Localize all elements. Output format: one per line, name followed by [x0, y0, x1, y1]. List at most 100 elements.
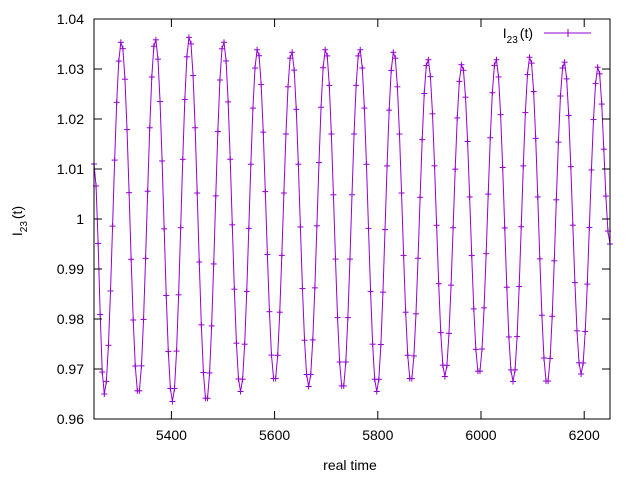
- data-point-marker: [363, 161, 370, 168]
- data-point-marker: [573, 327, 580, 334]
- data-point-marker: [402, 309, 409, 316]
- data-point-marker: [249, 105, 256, 112]
- data-point-marker: [299, 285, 306, 292]
- data-point-marker: [239, 376, 246, 383]
- series-layer: [91, 34, 613, 405]
- data-point-marker: [318, 104, 325, 111]
- data-point-marker: [287, 55, 294, 62]
- data-point-marker: [260, 129, 267, 136]
- data-point-marker: [514, 333, 521, 340]
- data-point-marker: [419, 136, 426, 143]
- data-point-marker: [132, 363, 139, 370]
- data-point-marker: [142, 255, 149, 262]
- data-point-marker: [497, 111, 504, 118]
- data-point-marker: [340, 382, 347, 389]
- data-point-marker: [524, 71, 531, 78]
- data-point-marker: [423, 62, 430, 69]
- data-point-marker: [117, 39, 124, 46]
- data-point-marker: [161, 225, 168, 232]
- data-point-marker: [192, 124, 199, 131]
- data-point-marker: [278, 252, 285, 259]
- data-point-marker: [332, 256, 339, 263]
- legend-label: I23 (t): [503, 25, 533, 46]
- data-point-marker: [392, 55, 399, 62]
- data-point-marker: [289, 49, 296, 56]
- data-point-marker: [330, 191, 337, 198]
- data-point-marker: [359, 65, 366, 72]
- data-point-marker: [487, 134, 494, 141]
- data-point-marker: [390, 49, 397, 56]
- x-tick-label: 5600: [259, 427, 290, 443]
- data-point-marker: [592, 80, 599, 87]
- data-point-marker: [128, 256, 135, 263]
- data-point-marker: [196, 259, 203, 266]
- data-point-marker: [245, 225, 252, 232]
- x-tick-label: 5800: [362, 427, 393, 443]
- y-tick-label: 1: [76, 211, 84, 227]
- data-point-marker: [421, 90, 428, 97]
- data-point-marker: [208, 322, 215, 329]
- data-point-marker: [580, 359, 587, 366]
- data-point-marker: [598, 101, 605, 108]
- data-point-marker: [119, 45, 126, 52]
- data-point-marker: [136, 387, 143, 394]
- data-point-marker: [336, 359, 343, 366]
- data-point-marker: [179, 156, 186, 163]
- data-point-marker: [276, 309, 283, 316]
- y-tick-label: 0.97: [57, 361, 84, 377]
- data-point-marker: [268, 352, 275, 359]
- y-tick-label: 0.96: [57, 411, 84, 427]
- data-point-marker: [588, 166, 595, 173]
- data-point-marker: [563, 75, 570, 82]
- x-tick-label: 6200: [569, 427, 600, 443]
- data-point-marker: [121, 76, 128, 83]
- data-point-marker: [534, 193, 541, 200]
- data-point-marker: [159, 157, 166, 164]
- data-point-marker: [251, 65, 258, 72]
- data-point-marker: [326, 82, 333, 89]
- data-point-marker: [247, 161, 254, 168]
- data-point-marker: [148, 73, 155, 80]
- x-tick-label: 6000: [465, 427, 496, 443]
- data-point-marker: [547, 355, 554, 362]
- data-point-marker: [479, 345, 486, 352]
- data-point-marker: [324, 52, 331, 59]
- data-point-marker: [130, 316, 137, 323]
- y-tick-label: 0.99: [57, 261, 84, 277]
- data-point-marker: [375, 376, 382, 383]
- data-point-marker: [417, 194, 424, 201]
- data-point-marker: [241, 341, 248, 348]
- y-tick-label: 1.04: [57, 11, 84, 27]
- data-point-marker: [169, 398, 176, 405]
- data-point-marker: [594, 64, 601, 71]
- data-point-marker: [274, 352, 281, 359]
- data-point-marker: [596, 70, 603, 77]
- data-point-marker: [291, 67, 298, 74]
- data-point-marker: [462, 94, 469, 101]
- data-point-marker: [349, 191, 355, 198]
- data-point-marker: [243, 288, 250, 295]
- data-point-marker: [503, 284, 510, 291]
- data-point-marker: [171, 385, 178, 392]
- data-point-marker: [165, 348, 172, 355]
- data-point-marker: [404, 352, 411, 359]
- data-point-marker: [293, 106, 300, 113]
- data-point-marker: [150, 43, 157, 50]
- data-point-marker: [295, 161, 302, 168]
- data-point-marker: [408, 375, 415, 382]
- data-point-marker: [483, 250, 490, 257]
- data-point-marker: [351, 131, 358, 137]
- data-point-marker: [367, 288, 374, 295]
- data-point-marker: [452, 166, 459, 173]
- data-point-marker: [140, 316, 147, 323]
- data-point-marker: [468, 252, 475, 259]
- y-tick-label: 1.01: [57, 161, 84, 177]
- data-point-marker: [342, 359, 349, 366]
- data-point-marker: [320, 64, 327, 71]
- data-point-marker: [233, 340, 240, 347]
- x-tick-label: 5400: [156, 427, 187, 443]
- ticks-layer: 5400 5600 5800 6000 6200 0.96 0.97 0.98 0.99 1 1.0…: [57, 11, 610, 443]
- data-point-marker: [272, 375, 279, 382]
- data-point-marker: [565, 112, 572, 119]
- data-point-marker: [181, 96, 188, 103]
